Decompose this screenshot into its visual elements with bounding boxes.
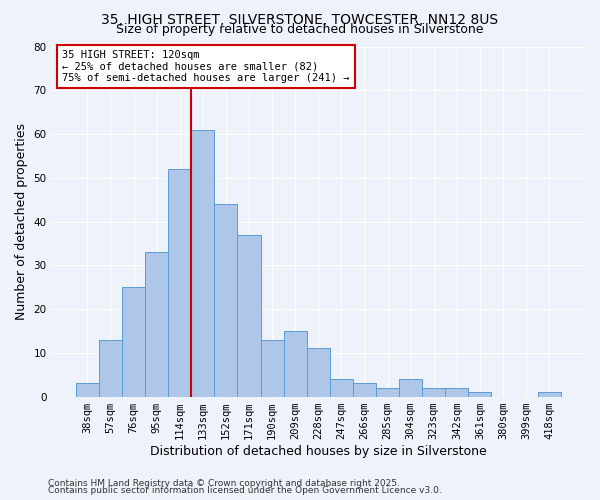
Bar — [469, 392, 491, 396]
Text: 35 HIGH STREET: 120sqm
← 25% of detached houses are smaller (82)
75% of semi-det: 35 HIGH STREET: 120sqm ← 25% of detached… — [62, 50, 350, 83]
Bar — [284, 331, 307, 396]
Bar — [260, 340, 284, 396]
Bar — [376, 388, 399, 396]
Bar — [122, 287, 145, 397]
Bar — [238, 234, 260, 396]
Bar — [538, 392, 561, 396]
Bar — [422, 388, 445, 396]
Bar — [76, 384, 99, 396]
X-axis label: Distribution of detached houses by size in Silverstone: Distribution of detached houses by size … — [150, 444, 487, 458]
Bar — [191, 130, 214, 396]
Bar — [214, 204, 238, 396]
Bar — [99, 340, 122, 396]
Y-axis label: Number of detached properties: Number of detached properties — [15, 123, 28, 320]
Bar — [399, 379, 422, 396]
Bar — [330, 379, 353, 396]
Bar — [353, 384, 376, 396]
Bar — [168, 169, 191, 396]
Text: Size of property relative to detached houses in Silverstone: Size of property relative to detached ho… — [116, 24, 484, 36]
Bar — [145, 252, 168, 396]
Bar — [307, 348, 330, 397]
Text: Contains HM Land Registry data © Crown copyright and database right 2025.: Contains HM Land Registry data © Crown c… — [48, 478, 400, 488]
Bar — [445, 388, 469, 396]
Text: Contains public sector information licensed under the Open Government Licence v3: Contains public sector information licen… — [48, 486, 442, 495]
Text: 35, HIGH STREET, SILVERSTONE, TOWCESTER, NN12 8US: 35, HIGH STREET, SILVERSTONE, TOWCESTER,… — [101, 12, 499, 26]
